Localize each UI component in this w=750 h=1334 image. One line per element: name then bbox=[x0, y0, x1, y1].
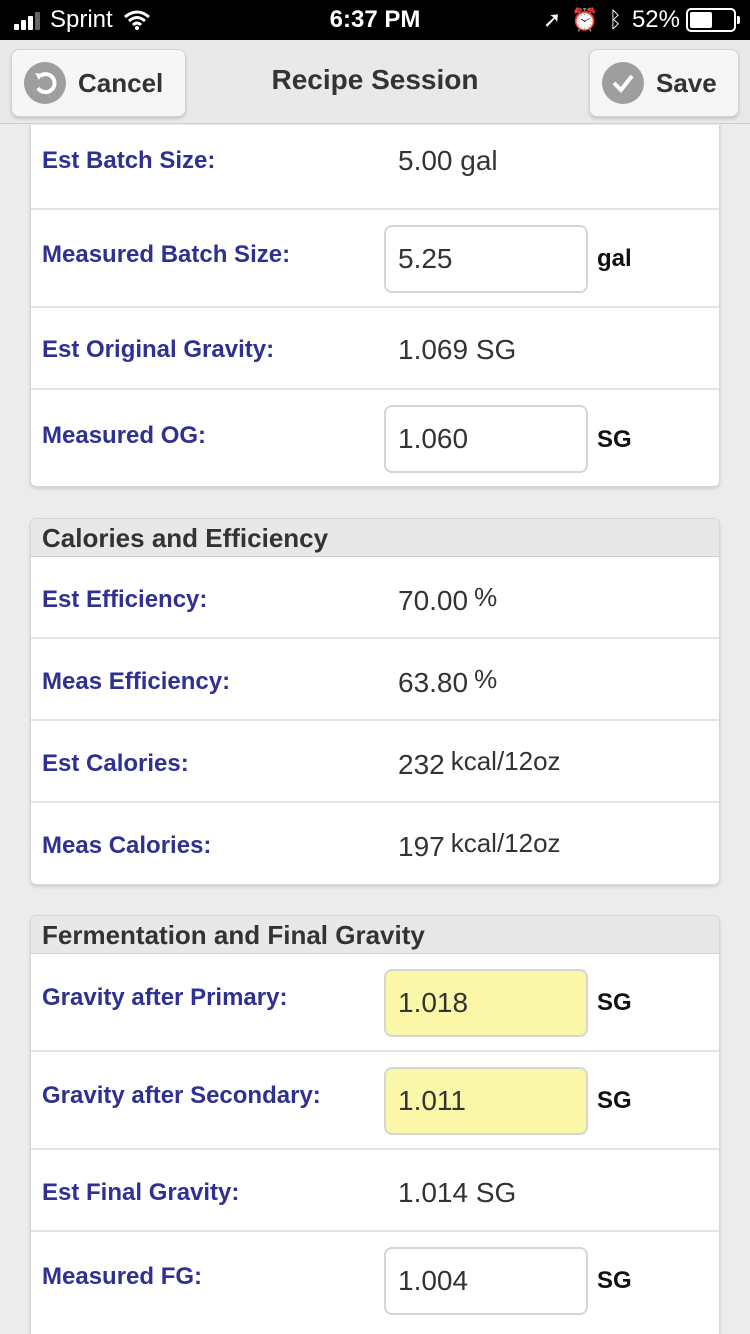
meas-efficiency-row: Meas Efficiency: 63.80% bbox=[31, 639, 719, 721]
est-efficiency-row: Est Efficiency: 70.00% bbox=[31, 557, 719, 639]
field-label: Est Final Gravity: bbox=[42, 1179, 240, 1206]
cancel-label: Cancel bbox=[78, 67, 164, 98]
form-scroll-area[interactable]: Est Batch Size: 5.00 gal Measured Batch … bbox=[0, 125, 750, 1334]
unit-label: SG bbox=[597, 1267, 632, 1294]
bluetooth-icon: ᛒ bbox=[608, 7, 622, 32]
est-calories-row: Est Calories: 232 kcal/12oz bbox=[31, 721, 719, 803]
est-batch-size-row: Est Batch Size: 5.00 gal bbox=[31, 125, 719, 210]
alarm-icon: ⏰ bbox=[571, 7, 599, 32]
unit-label: SG bbox=[597, 426, 632, 453]
field-label: Est Batch Size: bbox=[42, 147, 216, 174]
unit-label: kcal/12oz bbox=[450, 828, 561, 858]
field-value: 70.00 bbox=[398, 585, 469, 616]
field-value: 1.014 SG bbox=[398, 1177, 517, 1208]
gravity-after-primary-input[interactable] bbox=[384, 969, 588, 1037]
page-title: Recipe Session bbox=[271, 64, 479, 95]
measured-og-input[interactable] bbox=[384, 405, 588, 473]
measured-fg-input[interactable] bbox=[384, 1247, 588, 1315]
unit-label: % bbox=[474, 664, 498, 694]
checkmark-icon bbox=[602, 62, 644, 104]
field-value: 5.00 gal bbox=[398, 145, 498, 176]
field-label: Meas Calories: bbox=[42, 832, 212, 859]
gravity-after-secondary-input[interactable] bbox=[384, 1067, 588, 1135]
status-bar: Sprint 6:37 PM ➚ ⏰ ᛒ 52% bbox=[0, 0, 750, 40]
wifi-icon bbox=[123, 10, 150, 30]
cancel-button[interactable]: Cancel bbox=[11, 49, 186, 117]
batch-gravity-card: Est Batch Size: 5.00 gal Measured Batch … bbox=[30, 125, 720, 487]
fermentation-final-gravity-card: Fermentation and Final Gravity Gravity a… bbox=[30, 915, 720, 1334]
battery-percent: 52% bbox=[631, 6, 680, 33]
unit-label: SG bbox=[597, 989, 632, 1016]
carrier-name: Sprint bbox=[50, 6, 113, 33]
gravity-after-secondary-row: Gravity after Secondary: SG bbox=[31, 1052, 719, 1150]
location-arrow-icon: ➚ bbox=[542, 7, 562, 32]
section-heading: Calories and Efficiency bbox=[31, 519, 719, 557]
nav-header: Cancel Recipe Session Save bbox=[0, 40, 750, 124]
field-label: Gravity after Primary: bbox=[42, 984, 288, 1011]
est-original-gravity-row: Est Original Gravity: 1.069 SG bbox=[31, 308, 719, 390]
save-label: Save bbox=[656, 67, 717, 98]
undo-icon bbox=[24, 62, 66, 104]
unit-label: gal bbox=[597, 245, 632, 272]
measured-batch-size-input[interactable] bbox=[384, 225, 588, 293]
unit-label: kcal/12oz bbox=[450, 746, 561, 776]
est-final-gravity-row: Est Final Gravity: 1.014 SG bbox=[31, 1150, 719, 1232]
calories-efficiency-card: Calories and Efficiency Est Efficiency: … bbox=[30, 518, 720, 885]
field-label: Measured OG: bbox=[42, 422, 207, 449]
signal-strength-icon bbox=[14, 10, 42, 30]
section-heading: Fermentation and Final Gravity bbox=[31, 916, 719, 954]
field-label: Est Original Gravity: bbox=[42, 336, 275, 363]
unit-label: SG bbox=[597, 1087, 632, 1114]
field-label: Measured Batch Size: bbox=[42, 241, 291, 268]
measured-fg-row: Measured FG: SG bbox=[31, 1232, 719, 1332]
field-label: Est Calories: bbox=[42, 750, 189, 777]
field-value: 232 bbox=[398, 749, 445, 780]
clock: 6:37 PM bbox=[329, 6, 421, 33]
field-label: Measured FG: bbox=[42, 1263, 203, 1290]
measured-batch-size-row: Measured Batch Size: gal bbox=[31, 210, 719, 308]
field-label: Meas Efficiency: bbox=[42, 668, 231, 695]
unit-label: % bbox=[474, 582, 498, 612]
measured-og-row: Measured OG: SG bbox=[31, 390, 719, 486]
field-value: 63.80 bbox=[398, 667, 469, 698]
field-label: Est Efficiency: bbox=[42, 586, 208, 613]
gravity-after-primary-row: Gravity after Primary: SG bbox=[31, 954, 719, 1052]
field-value: 1.069 SG bbox=[398, 334, 517, 365]
save-button[interactable]: Save bbox=[589, 49, 739, 117]
field-value: 197 bbox=[398, 831, 445, 862]
battery-icon bbox=[686, 8, 740, 32]
meas-calories-row: Meas Calories: 197 kcal/12oz bbox=[31, 803, 719, 884]
field-label: Gravity after Secondary: bbox=[42, 1082, 321, 1109]
